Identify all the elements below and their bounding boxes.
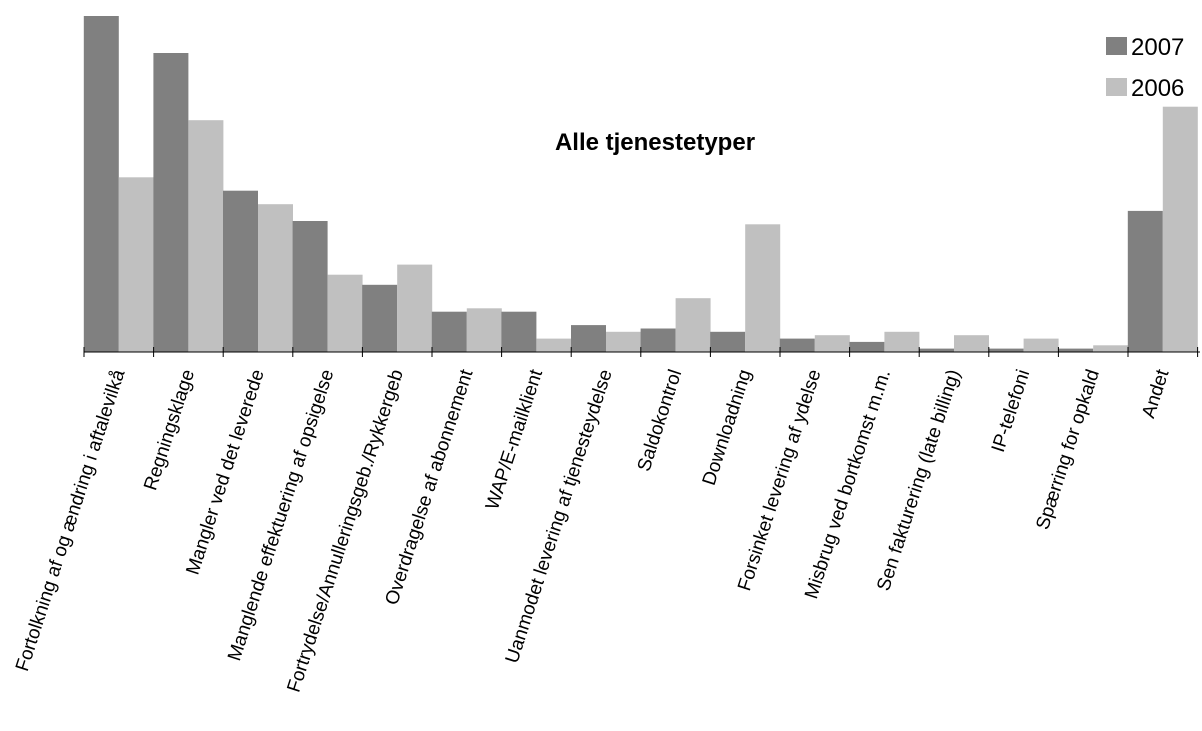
category-label-2: Mangler ved det leverede <box>183 367 269 577</box>
bars-group <box>83 16 1198 352</box>
bar-2007-12 <box>919 348 954 352</box>
category-label-1: Regningsklage <box>140 367 199 493</box>
category-label-15: Andet <box>1138 366 1174 420</box>
bar-2006-5 <box>466 308 502 352</box>
bar-2007-11 <box>849 341 885 352</box>
bar-2007-4 <box>362 284 398 352</box>
legend: 2007 2006 <box>1106 34 1184 102</box>
bar-2007-3 <box>292 221 328 352</box>
category-label-8: Saldokontrol <box>634 367 687 474</box>
bar-2006-15 <box>1162 106 1198 352</box>
bar-2007-10 <box>779 338 815 352</box>
bar-2006-7 <box>606 331 641 352</box>
category-labels: Fortolkning af og ændring i aftalevilkå R… <box>12 366 1174 695</box>
bar-2007-2 <box>223 190 258 352</box>
chart-title: Alle tjenestetyper <box>555 129 755 156</box>
category-label-9: Downloadning <box>699 367 756 488</box>
legend-swatch-2006 <box>1106 78 1127 96</box>
legend-swatch-2007 <box>1106 37 1127 55</box>
category-label-13: IP-telefoni <box>988 367 1034 455</box>
legend-label-2007: 2007 <box>1131 34 1184 61</box>
bar-2007-6 <box>501 311 537 352</box>
legend-label-2006: 2006 <box>1131 75 1184 102</box>
bar-2007-9 <box>710 331 746 352</box>
bar-2006-2 <box>258 204 293 352</box>
category-label-12: Sen fakturering (late billing) <box>873 367 964 593</box>
bar-2006-12 <box>954 335 989 352</box>
bar-2007-8 <box>640 328 676 352</box>
category-label-14: Spærring for opkald <box>1032 367 1104 532</box>
bar-2006-9 <box>745 224 781 352</box>
category-label-6: WAP/E-mailklient <box>482 366 547 512</box>
bar-2006-4 <box>397 264 433 352</box>
bar-2006-8 <box>675 298 711 352</box>
bar-2007-7 <box>571 325 606 352</box>
bar-2006-0 <box>118 177 154 352</box>
bar-2007-14 <box>1058 348 1094 352</box>
bar-2006-13 <box>1023 338 1059 352</box>
bar-2006-10 <box>814 335 850 352</box>
bar-2007-15 <box>1127 210 1163 352</box>
bar-2006-3 <box>327 274 363 352</box>
bar-2006-14 <box>1093 345 1129 352</box>
bar-2007-13 <box>988 348 1024 352</box>
category-label-0: Fortolkning af og ændring i aftalevilkå <box>12 367 130 674</box>
bar-2007-1 <box>153 53 189 352</box>
bar-2007-0 <box>83 16 119 352</box>
bar-2006-11 <box>884 331 920 352</box>
bar-2006-6 <box>536 338 572 352</box>
x-axis-ticks <box>83 347 1199 357</box>
bar-2006-1 <box>188 120 224 352</box>
bar-2007-5 <box>431 311 467 352</box>
